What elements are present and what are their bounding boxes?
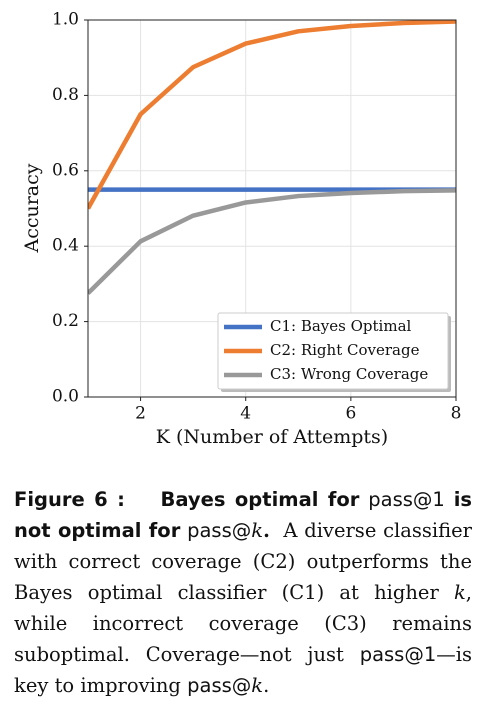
y-tick-label: 0.6 <box>52 160 79 180</box>
x-axis-label: K (Number of Attempts) <box>156 426 388 448</box>
y-tick-label: 0.4 <box>52 236 79 256</box>
figure-label: Figure 6 : <box>14 488 125 511</box>
x-tick-label: 8 <box>451 404 462 424</box>
caption-text: k <box>251 674 264 697</box>
line-series <box>88 20 456 210</box>
caption-text: pass@ <box>187 519 252 542</box>
x-tick-label: 6 <box>345 404 356 424</box>
caption-text: pass@ <box>187 674 252 697</box>
chart: Accuracy K (Number of Attempts) 0.0 0.2 0.… <box>21 10 462 449</box>
caption-text: k <box>453 581 466 604</box>
legend-label: C3: Wrong Coverage <box>270 365 428 383</box>
caption-text: —is key to improving <box>14 643 472 697</box>
caption-text: pass@1 <box>359 643 437 666</box>
y-tick-label: 0.8 <box>52 85 79 105</box>
caption: Figure 6 : Bayes optimal for pass@1 is n… <box>14 484 472 701</box>
x-tick-label: 2 <box>135 404 146 424</box>
legend-label: C1: Bayes Optimal <box>270 317 412 335</box>
x-tick-label: 4 <box>240 404 251 424</box>
y-axis-label: Accuracy <box>21 163 43 253</box>
caption-text: k <box>251 519 264 542</box>
caption-text: is not optimal for <box>14 488 473 542</box>
legend-label: C2: Right Coverage <box>270 341 420 359</box>
y-tick-label: 0.0 <box>52 387 79 407</box>
legend-box <box>217 312 449 390</box>
caption-text: . <box>263 674 270 697</box>
plot-frame <box>87 19 457 398</box>
y-tick-label: 1.0 <box>52 10 79 30</box>
y-tick-label: 0.2 <box>52 311 79 331</box>
caption-text: . <box>263 519 270 542</box>
caption-text: Bayes optimal for <box>160 488 360 511</box>
caption-text: A diverse classifier with correct covera… <box>14 519 473 604</box>
line-series <box>88 188 456 295</box>
caption-text: , while incorrect coverage (C3) remains … <box>14 581 472 666</box>
caption-text: pass@1 <box>368 488 445 511</box>
